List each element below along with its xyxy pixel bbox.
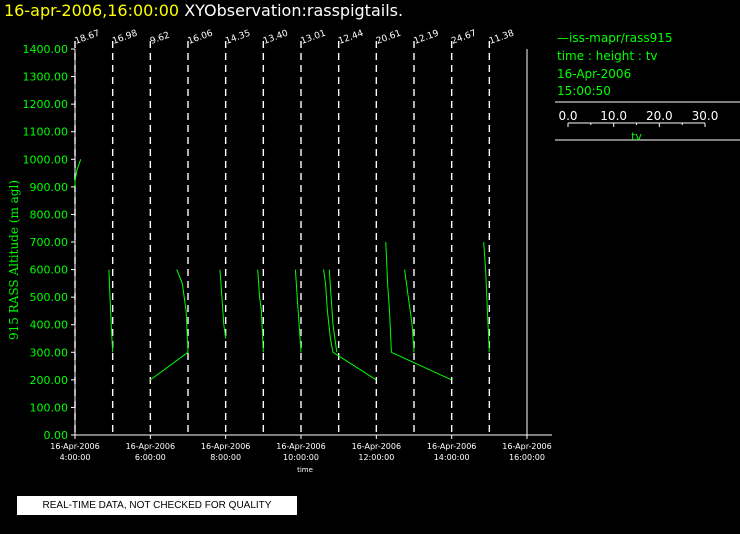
- title-date: 16-apr-2006,16:00:00: [4, 1, 180, 20]
- pigtail-label: 11.38: [488, 29, 516, 47]
- pigtail-label: 9.62: [149, 31, 171, 47]
- y-tick-label: 1400.00: [23, 43, 69, 56]
- pigtail-profile: [323, 269, 377, 381]
- pigtail-profile: [219, 269, 227, 339]
- y-tick-label: 1100.00: [23, 126, 69, 139]
- pigtail-label: 13.01: [300, 29, 328, 47]
- x-tick-label-time: 8:00:00: [210, 453, 241, 462]
- pigtail-profile: [108, 269, 114, 353]
- pigtail-label: 16.06: [187, 29, 215, 47]
- pigtail-profile: [176, 269, 189, 353]
- x-tick-label-date: 16-Apr-2006: [276, 442, 325, 451]
- y-tick-label: 400.00: [30, 319, 69, 332]
- pigtail-profile: [74, 159, 82, 187]
- x-tick-label-date: 16-Apr-2006: [427, 442, 476, 451]
- y-tick-label: 1200.00: [23, 98, 69, 111]
- y-tick-label: 900.00: [30, 181, 69, 194]
- quality-notice: REAL-TIME DATA, NOT CHECKED FOR QUALITY: [17, 496, 297, 515]
- legend-scale-tick-label: 30.0: [692, 109, 719, 123]
- pigtail-label: 14.35: [224, 29, 252, 47]
- y-axis-label: 915 RASS Altitude (m agl): [7, 180, 21, 340]
- legend-scale-label: tv: [631, 130, 642, 143]
- pigtail-profile: [294, 269, 302, 353]
- x-tick-label-time: 4:00:00: [60, 453, 91, 462]
- pigtail-label: 24.67: [450, 29, 478, 47]
- pigtail-label: 13.40: [262, 29, 290, 47]
- x-tick-label-date: 16-Apr-2006: [126, 442, 175, 451]
- y-tick-label: 1300.00: [23, 71, 69, 84]
- x-tick-label-time: 14:00:00: [434, 453, 470, 462]
- legend-date: 16-Apr-2006: [557, 67, 632, 81]
- y-tick-label: 1000.00: [23, 153, 69, 166]
- y-tick-label: 700.00: [30, 236, 69, 249]
- y-tick-label: 300.00: [30, 346, 69, 359]
- pigtail-profile: [328, 269, 338, 353]
- y-tick-label: 100.00: [30, 401, 69, 414]
- x-axis-label: time: [297, 466, 313, 474]
- pigtail-label: 12.44: [337, 29, 365, 47]
- pigtail-label: 18.67: [74, 29, 102, 47]
- pigtail-label: 20.61: [375, 29, 403, 47]
- y-tick-label: 500.00: [30, 291, 69, 304]
- x-tick-label-time: 12:00:00: [358, 453, 394, 462]
- title-text: XYObservation:rasspigtails.: [184, 1, 404, 20]
- x-tick-label-date: 16-Apr-2006: [201, 442, 250, 451]
- x-tick-label-time: 16:00:00: [509, 453, 545, 462]
- pigtail-profile: [385, 241, 452, 381]
- pigtail-profile: [257, 269, 264, 353]
- legend-time: 15:00:50: [557, 84, 611, 98]
- pigtail-profile: [404, 269, 415, 353]
- x-tick-label-time: 10:00:00: [283, 453, 319, 462]
- x-tick-label-date: 16-Apr-2006: [352, 442, 401, 451]
- legend-scale-tick-label: 20.0: [646, 109, 673, 123]
- legend-variables: time : height : tv: [557, 49, 658, 63]
- chart-title-bar: 16-apr-2006,16:00:00 XYObservation:rassp…: [4, 1, 403, 20]
- y-tick-label: 600.00: [30, 264, 69, 277]
- pigtail-profile: [483, 241, 490, 353]
- pigtail-label: 12.19: [413, 29, 441, 47]
- y-tick-label: 200.00: [30, 374, 69, 387]
- y-tick-label: 0.00: [44, 429, 69, 442]
- legend-scale-tick-label: 0.0: [558, 109, 577, 123]
- x-tick-label-time: 6:00:00: [135, 453, 166, 462]
- legend-source: —iss-mapr/rass915: [557, 31, 673, 45]
- x-tick-label-date: 16-Apr-2006: [50, 442, 99, 451]
- pigtail-profile: [150, 351, 189, 381]
- x-tick-label-date: 16-Apr-2006: [502, 442, 551, 451]
- legend-scale-tick-label: 10.0: [600, 109, 627, 123]
- pigtail-label: 16.98: [111, 29, 139, 47]
- y-tick-label: 800.00: [30, 208, 69, 221]
